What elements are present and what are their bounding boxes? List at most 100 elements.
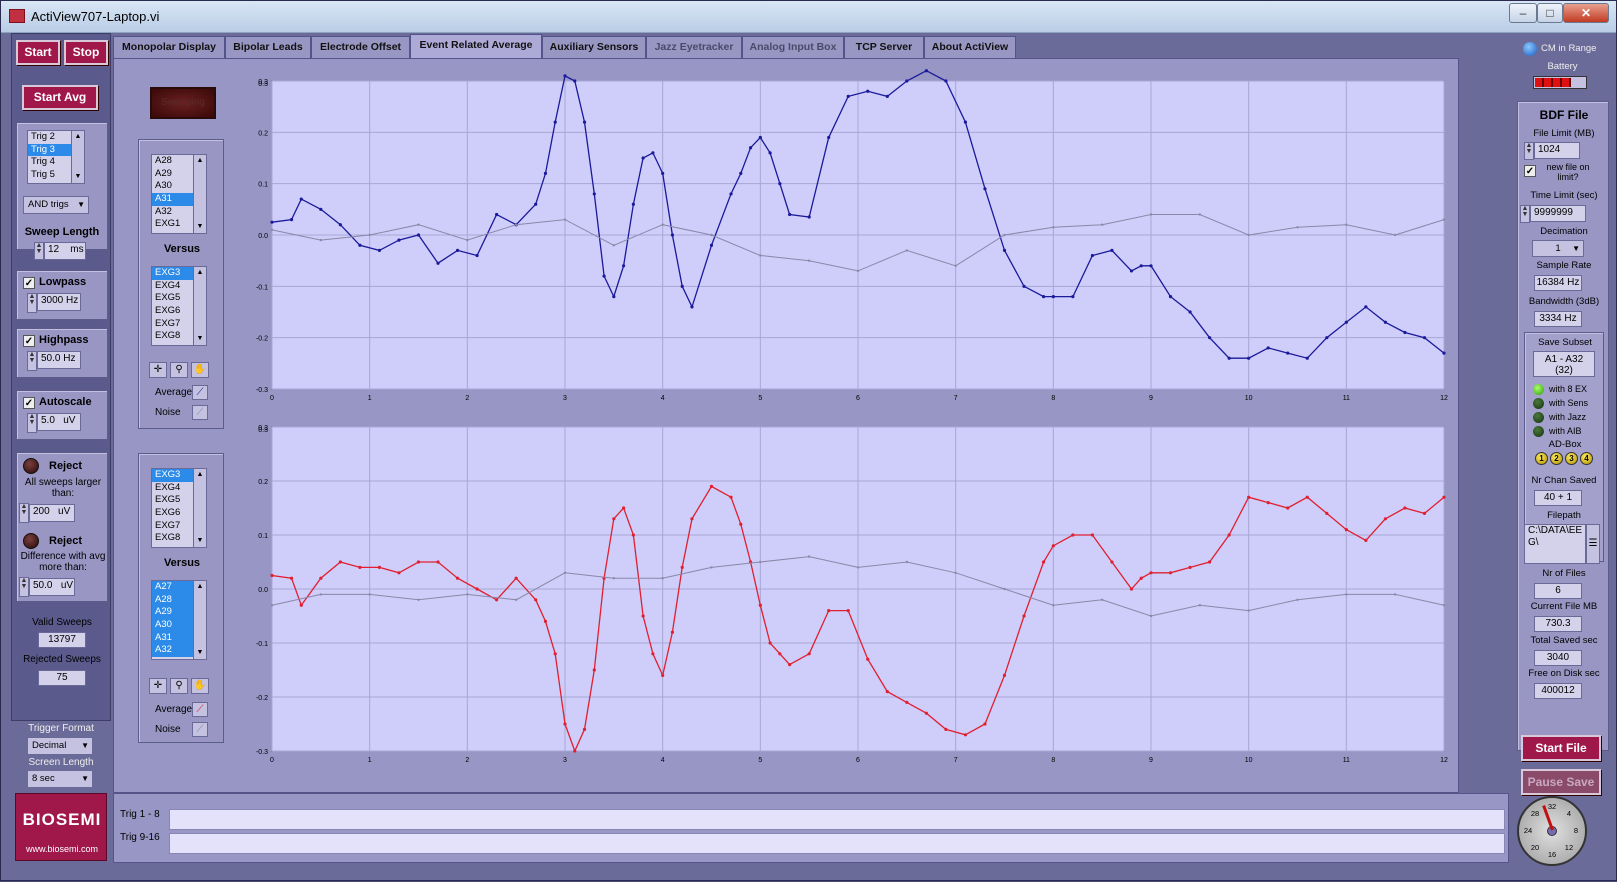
filepath-field[interactable]: C:\DATA\EEG\ xyxy=(1524,524,1586,564)
cursor-tool-icon[interactable]: ✛ xyxy=(149,362,167,378)
lower-noise-legend-icon[interactable]: ⟋ xyxy=(192,722,208,737)
lowpass-field[interactable]: 3000 Hz xyxy=(37,293,81,311)
upper-active-list-item[interactable]: EXG1 xyxy=(155,218,181,230)
and-trigs-dropdown[interactable]: AND trigs ▼ xyxy=(23,196,89,214)
pan-tool-icon[interactable]: ✋ xyxy=(191,362,209,378)
lower-active-list-item[interactable]: EXG3 xyxy=(152,469,206,482)
minimize-button[interactable]: – xyxy=(1509,3,1537,23)
upper-reference-list-item[interactable]: EXG3 xyxy=(152,267,206,280)
lower-active-list-item[interactable]: EXG6 xyxy=(155,507,181,519)
screen-length-dropdown[interactable]: 8 sec ▼ xyxy=(27,770,93,788)
cursor-tool-icon[interactable]: ✛ xyxy=(149,678,167,694)
tab-bipolar-leads[interactable]: Bipolar Leads xyxy=(225,36,311,58)
trigger-list-item[interactable]: Trig 3 xyxy=(28,143,84,157)
browse-file-icon[interactable]: ☰ xyxy=(1586,524,1600,564)
trigger-format-dropdown[interactable]: Decimal ▼ xyxy=(27,737,93,755)
tab-tcp-server[interactable]: TCP Server xyxy=(844,36,924,58)
pan-tool-icon[interactable]: ✋ xyxy=(191,678,209,694)
lower-active-list-item[interactable]: EXG8 xyxy=(155,532,181,544)
tab-jazz-eyetracker[interactable]: Jazz Eyetracker xyxy=(646,36,742,58)
start-file-button[interactable]: Start File xyxy=(1521,735,1601,761)
lower-erp-chart[interactable]: 0 1 2 3 4 5 6 7 8 9 10 11 120.30.30.20.10.0-0.1-0.2-… xyxy=(234,421,1454,777)
upper-active-list-item[interactable]: A29 xyxy=(155,167,172,179)
zoom-tool-icon[interactable]: ⚲ xyxy=(170,678,188,694)
trigger-list-item[interactable]: Trig 5 xyxy=(31,169,55,181)
lower-active-list[interactable]: EXG3 EXG4 EXG5 EXG6 EXG7 EXG8 ▲ ▼ xyxy=(151,468,207,548)
tab-monopolar-display[interactable]: Monopolar Display xyxy=(113,36,225,58)
series-0-point xyxy=(661,673,665,677)
trigger-list-scrollbar[interactable]: ▲ ▼ xyxy=(71,131,84,183)
highpass-field[interactable]: 50.0 Hz xyxy=(37,351,81,369)
lower-reference-list-item[interactable]: A31 xyxy=(152,631,206,645)
highpass-checkbox[interactable]: ✓ xyxy=(23,335,35,347)
close-button[interactable]: ✕ xyxy=(1563,3,1609,23)
file-limit-spinner[interactable]: ▲ ▼ xyxy=(1524,142,1534,160)
maximize-button[interactable]: □ xyxy=(1537,3,1563,23)
reject-all-spinner[interactable]: ▲ ▼ xyxy=(19,503,29,523)
start-button[interactable]: Start xyxy=(16,40,60,65)
upper-active-scrollbar[interactable]: ▲ ▼ xyxy=(193,155,206,233)
autoscale-checkbox[interactable]: ✓ xyxy=(23,397,35,409)
tab-auxiliary-sensors[interactable]: Auxiliary Sensors xyxy=(542,36,646,58)
lower-average-legend-icon[interactable]: ⟋ xyxy=(192,702,208,717)
trigger-list-item[interactable]: Trig 4 xyxy=(31,156,55,168)
reject-diff-field[interactable]: 50.0 uV xyxy=(29,578,75,596)
decimation-dropdown[interactable]: 1 ▼ xyxy=(1532,240,1584,257)
file-limit-field[interactable]: 1024 xyxy=(1534,142,1580,159)
upper-average-legend-icon[interactable]: ⟋ xyxy=(192,385,208,400)
upper-reference-scrollbar[interactable]: ▲ ▼ xyxy=(193,267,206,345)
lower-reference-scrollbar[interactable]: ▲ ▼ xyxy=(193,581,206,659)
lower-reference-list-item[interactable]: A30 xyxy=(152,619,206,632)
save-subset-dropdown[interactable]: A1 - A32 (32) xyxy=(1533,351,1595,377)
upper-reference-list-item[interactable]: EXG6 xyxy=(155,305,181,317)
lower-active-list-item[interactable]: EXG4 xyxy=(155,481,181,493)
lowpass-checkbox[interactable]: ✓ xyxy=(23,277,35,289)
upper-reference-list-item[interactable]: EXG7 xyxy=(155,317,181,329)
upper-active-list[interactable]: A28 A29 A30 A31 A32 EXG1 ▲ ▼ xyxy=(151,154,207,234)
sweep-length-spinner[interactable]: ▲ ▼ xyxy=(34,242,44,260)
start-avg-button[interactable]: Start Avg xyxy=(22,85,98,110)
sweep-length-field[interactable]: 12 ms xyxy=(44,242,86,260)
with-aib-label: with AIB xyxy=(1549,426,1582,436)
upper-reference-list-item[interactable]: EXG5 xyxy=(155,292,181,304)
lower-reference-list-item[interactable]: A27 xyxy=(152,581,206,594)
trigger-list-item[interactable]: Trig 2 xyxy=(31,131,55,142)
upper-active-list-item[interactable]: A32 xyxy=(155,205,172,217)
lower-active-list-item[interactable]: EXG7 xyxy=(155,519,181,531)
highpass-spinner[interactable]: ▲ ▼ xyxy=(27,351,37,371)
time-limit-spinner[interactable]: ▲ ▼ xyxy=(1520,205,1530,223)
upper-active-list-item[interactable]: A30 xyxy=(155,180,172,192)
upper-reference-list[interactable]: EXG3 EXG4 EXG5 EXG6 EXG7 EXG8 ▲ ▼ xyxy=(151,266,207,346)
new-file-on-limit-checkbox[interactable]: ✓ xyxy=(1524,165,1536,177)
tab-about-actiview[interactable]: About ActiView xyxy=(924,36,1016,58)
title-bar[interactable]: ActiView707-Laptop.vi – □ ✕ xyxy=(1,1,1616,33)
lower-reference-list-item[interactable]: A28 xyxy=(152,593,206,607)
upper-reference-list-item[interactable]: EXG8 xyxy=(155,330,181,342)
trigger-list[interactable]: Trig 2 Trig 3 Trig 4 Trig 5 ▲ ▼ xyxy=(27,130,85,184)
reject-all-field[interactable]: 200 uV xyxy=(29,504,75,522)
upper-erp-chart[interactable]: 0 1 2 3 4 5 6 7 8 9 10 11 120.30.30.20.10.0-0.1-0.2-… xyxy=(234,69,1454,415)
lower-reference-list-item[interactable]: A29 xyxy=(152,606,206,620)
autoscale-field[interactable]: 5.0 uV xyxy=(37,413,81,431)
upper-noise-legend-icon[interactable]: ⟋ xyxy=(192,405,208,420)
upper-active-list-item[interactable]: A28 xyxy=(155,155,172,166)
tab-electrode-offset[interactable]: Electrode Offset xyxy=(311,36,410,58)
lower-reference-list-item[interactable]: A32 xyxy=(152,644,206,658)
time-limit-field[interactable]: 9999999 xyxy=(1530,205,1586,222)
tab-event-related-average[interactable]: Event Related Average xyxy=(410,34,542,59)
reject-diff-spinner[interactable]: ▲ ▼ xyxy=(19,577,29,597)
series-0-point xyxy=(338,560,342,564)
series-0-point xyxy=(651,151,655,155)
series-0-point xyxy=(563,74,567,78)
lower-active-list-item[interactable]: EXG5 xyxy=(155,494,181,506)
lowpass-spinner[interactable]: ▲ ▼ xyxy=(27,293,37,313)
pause-save-button[interactable]: Pause Save xyxy=(1521,769,1601,795)
stop-button[interactable]: Stop xyxy=(64,40,108,65)
upper-reference-list-item[interactable]: EXG4 xyxy=(155,279,181,291)
autoscale-spinner[interactable]: ▲ ▼ xyxy=(27,413,37,433)
zoom-tool-icon[interactable]: ⚲ xyxy=(170,362,188,378)
tab-analog-input-box[interactable]: Analog Input Box xyxy=(742,36,844,58)
lower-active-scrollbar[interactable]: ▲ ▼ xyxy=(193,469,206,547)
upper-active-list-item[interactable]: A31 xyxy=(152,193,206,206)
lower-reference-list[interactable]: A27 A28 A29 A30 A31 A32 ▲ ▼ xyxy=(151,580,207,660)
